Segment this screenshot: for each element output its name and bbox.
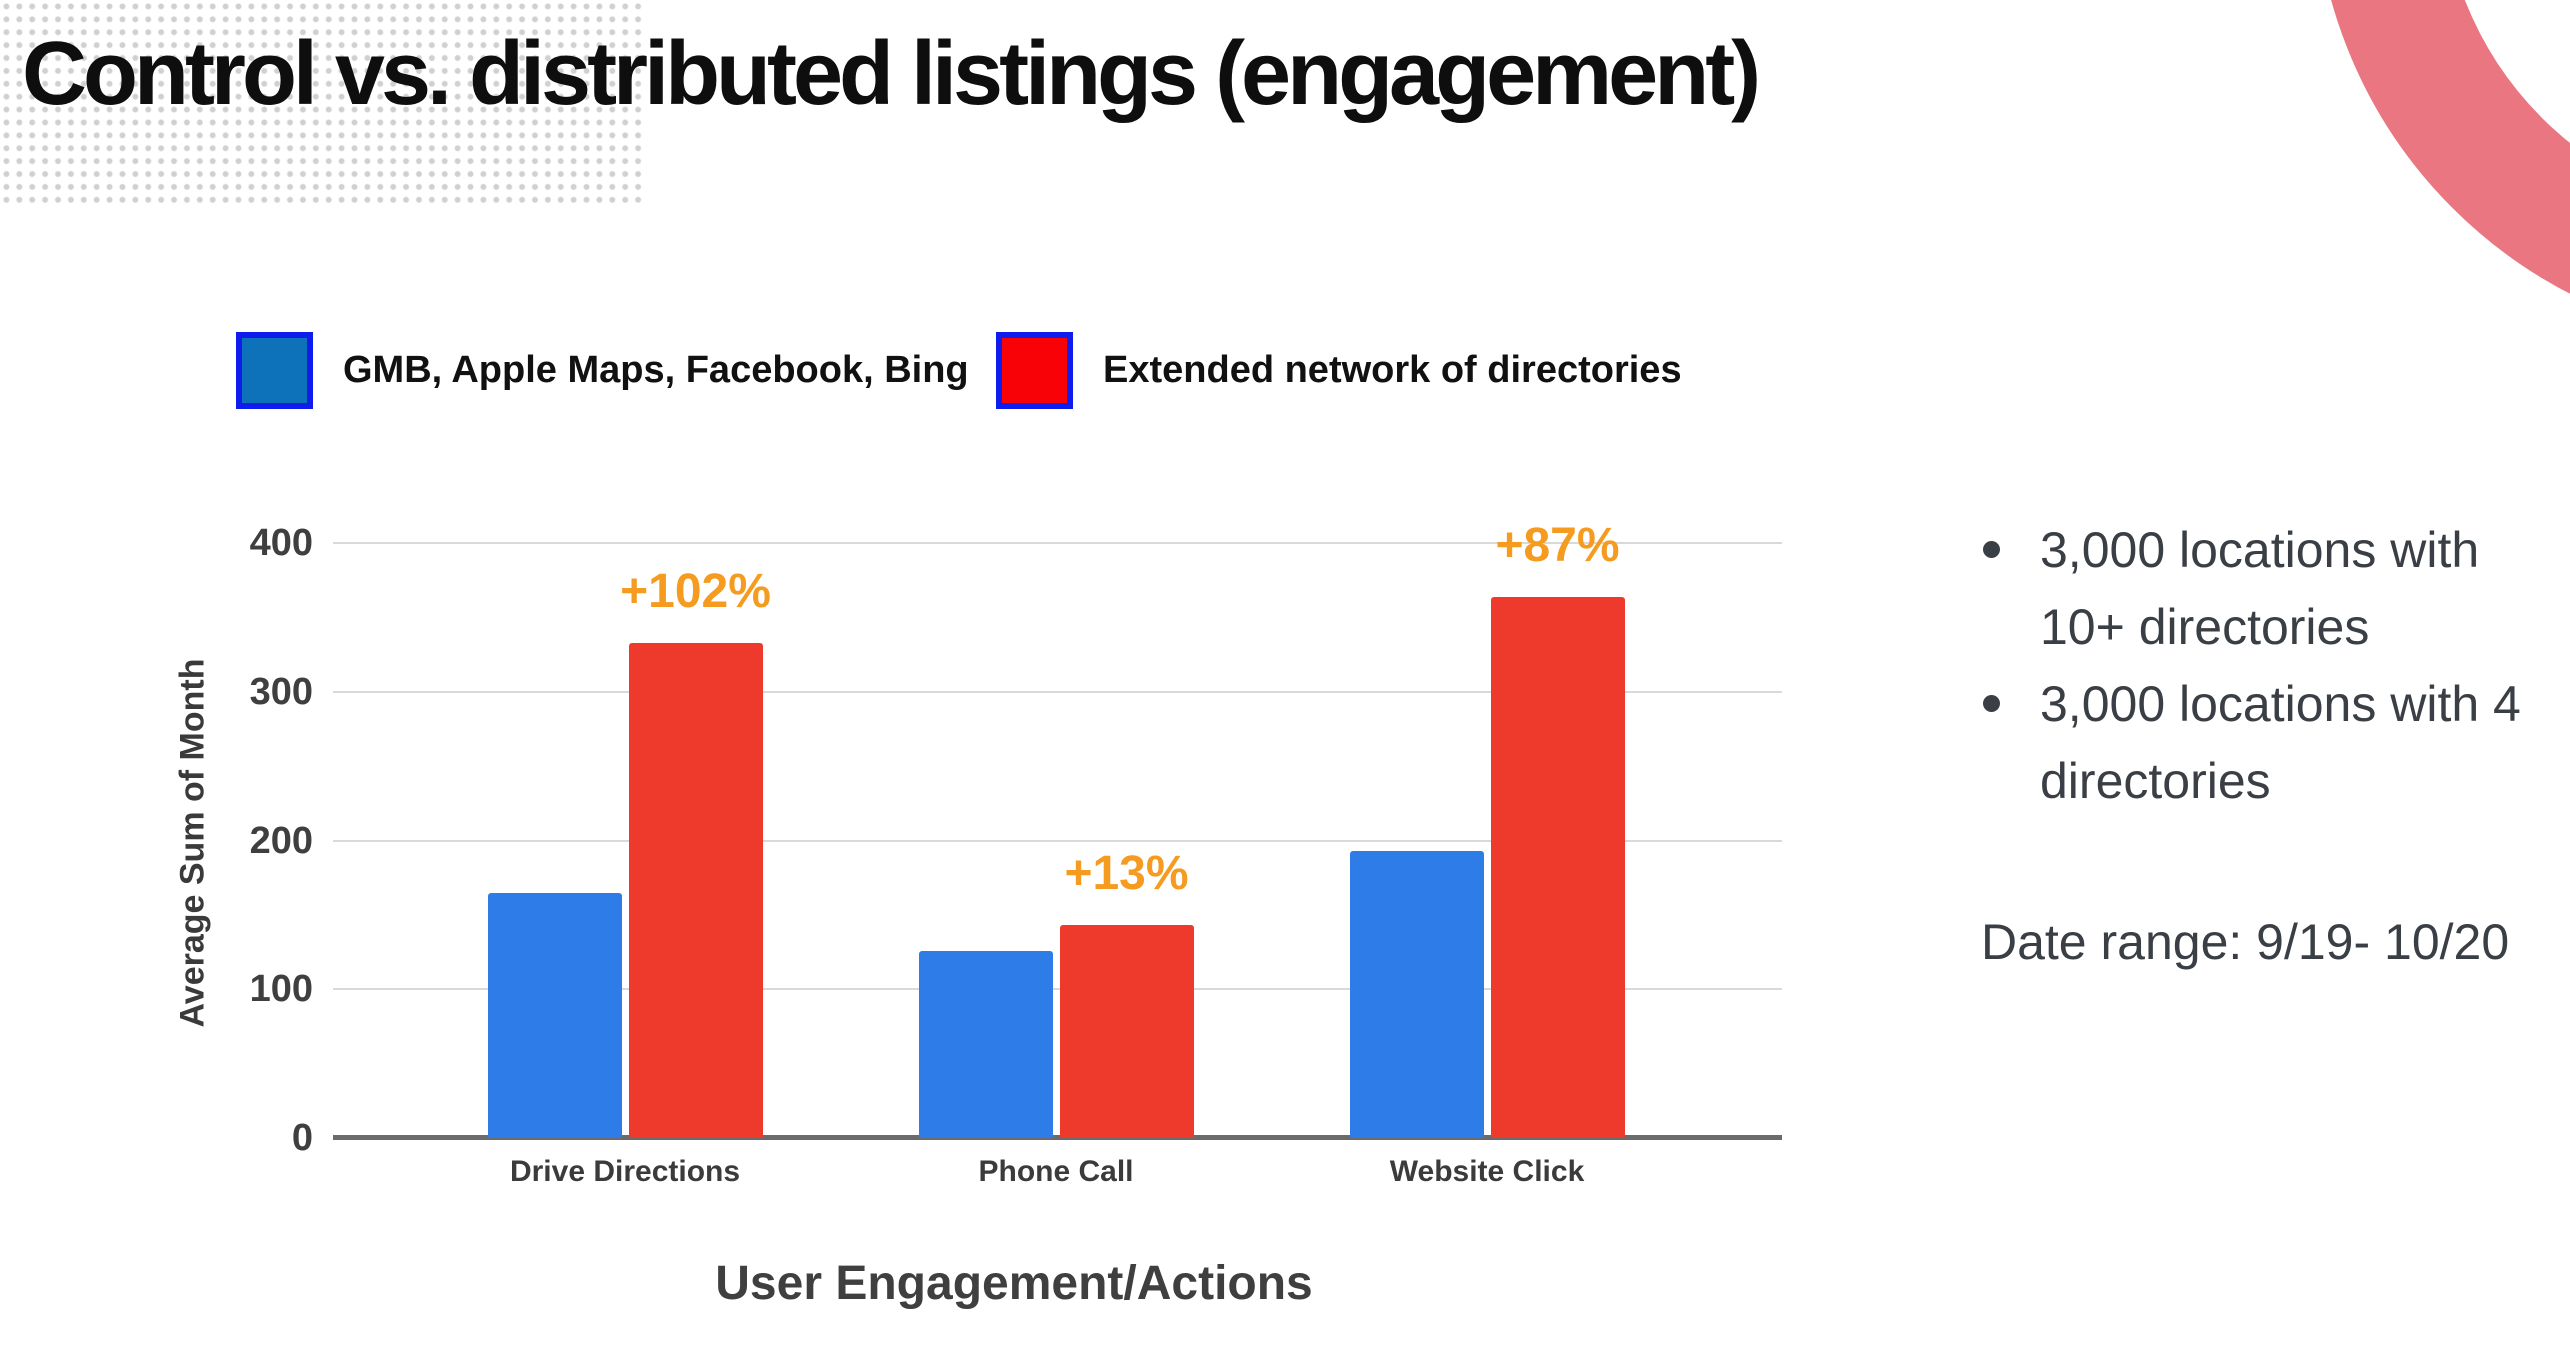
annotation-drive-directions: +102% [620, 564, 771, 618]
legend-swatch-extended [996, 331, 1073, 409]
note-bullet-4-directories: 3,000 locations with 4 directories [1981, 666, 2546, 820]
bar-extended-network-of-directories-phone-call [1059, 925, 1194, 1138]
gridline-400 [333, 542, 1782, 544]
bar-extended-network-of-directories-website-click [1490, 596, 1625, 1138]
notes-panel: 3,000 locations with 10+ directories 3,0… [1981, 512, 2546, 981]
x-axis-title: User Engagement/Actions [715, 1257, 1313, 1310]
bar-gmb-apple-maps-facebook-bing-website-click [1349, 850, 1484, 1138]
y-tick-label-300: 300 [249, 670, 313, 713]
notes-bullet-list: 3,000 locations with 10+ directories 3,0… [1981, 512, 2546, 820]
x-tick-label-drive-directions: Drive Directions [509, 1155, 741, 1188]
bar-gmb-apple-maps-facebook-bing-drive-directions [487, 892, 622, 1138]
legend-item-extended: Extended network of directories [996, 331, 1682, 409]
y-tick-label-100: 100 [249, 968, 313, 1011]
legend-swatch-control [236, 331, 313, 409]
y-axis-title: Average Sum of Month [173, 658, 212, 1028]
y-tick-label-400: 400 [249, 522, 313, 564]
note-bullet-10plus-directories: 3,000 locations with 10+ directories [1981, 512, 2546, 666]
x-tick-label-phone-call: Phone Call [978, 1155, 1134, 1188]
gridline-300 [333, 690, 1782, 693]
slide-title: Control vs. distributed listings (engage… [22, 24, 1761, 124]
gridline-100 [333, 988, 1782, 991]
legend-item-control: GMB, Apple Maps, Facebook, Bing [236, 331, 969, 409]
bar-extended-network-of-directories-drive-directions [628, 642, 763, 1138]
annotation-website-click: +87% [1495, 518, 1620, 572]
annotation-phone-call: +13% [1064, 847, 1189, 901]
y-tick-label-0: 0 [291, 1117, 313, 1159]
dot-pattern-decoration [0, 0, 644, 208]
x-tick-label-website-click: Website Click [1389, 1155, 1585, 1188]
x-axis-line [333, 1135, 1782, 1140]
legend-label-control: GMB, Apple Maps, Facebook, Bing [343, 348, 969, 391]
y-tick-label-200: 200 [249, 819, 313, 862]
bar-gmb-apple-maps-facebook-bing-phone-call [918, 950, 1053, 1138]
legend-label-extended: Extended network of directories [1103, 348, 1682, 391]
gridline-200 [333, 839, 1782, 842]
date-range-text: Date range: 9/19- 10/20 [1981, 914, 2510, 970]
